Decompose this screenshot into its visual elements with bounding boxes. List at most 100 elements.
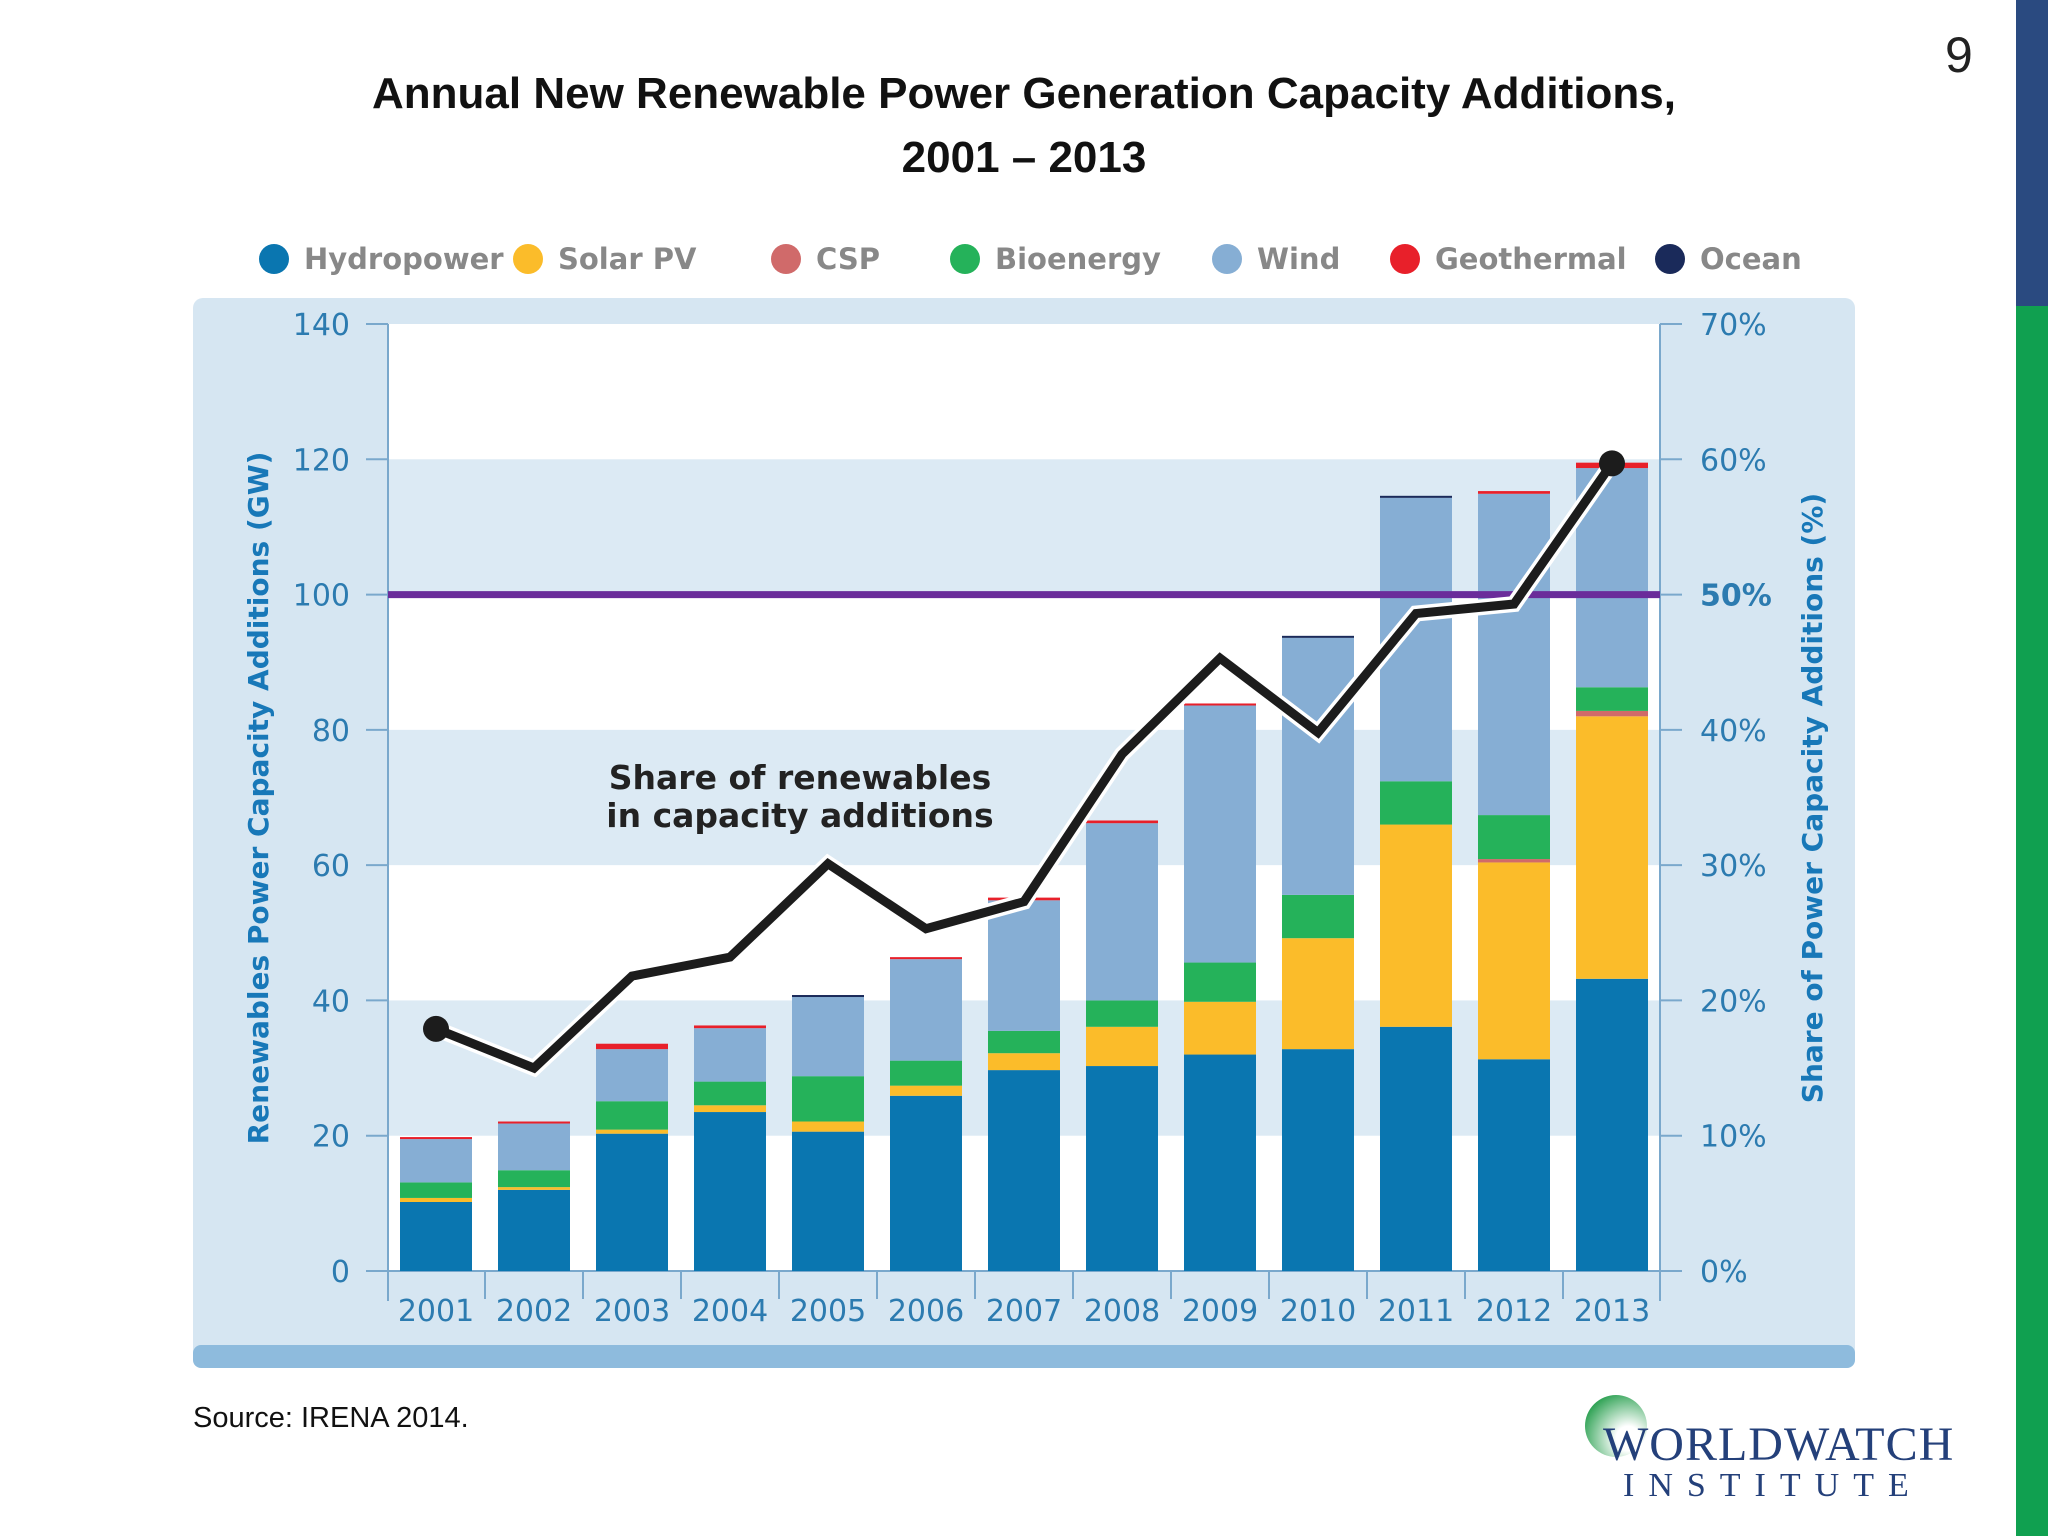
- bar-segment-hydropower: [1478, 1059, 1550, 1271]
- y2-tick-label: 30%: [1700, 849, 1767, 884]
- bar-segment-geothermal: [890, 957, 962, 960]
- bar-segment-hydropower: [498, 1189, 570, 1271]
- share-line-endpoint: [1599, 450, 1625, 477]
- bar-segment-bioenergy: [596, 1101, 668, 1130]
- legend-label: Hydropower: [304, 242, 504, 276]
- y-tick-label: 20: [312, 1120, 350, 1155]
- x-tick-label: 2006: [888, 1294, 964, 1329]
- bar-segment-bioenergy: [1478, 815, 1550, 860]
- bar-segment-solar-pv: [498, 1187, 570, 1190]
- bar-segment-hydropower: [792, 1131, 864, 1271]
- bar-segment-solar-pv: [890, 1085, 962, 1096]
- bar-segment-geothermal: [400, 1137, 472, 1140]
- grid-band: [388, 459, 1660, 595]
- bar-segment-wind: [694, 1028, 766, 1082]
- bar-segment-bioenergy: [1576, 687, 1648, 711]
- bar-segment-solar-pv: [1282, 938, 1354, 1050]
- bar-segment-geothermal: [596, 1043, 668, 1050]
- y-tick-label: 0: [331, 1255, 350, 1290]
- bar-segment-bioenergy: [890, 1060, 962, 1086]
- bar-segment-wind: [1282, 637, 1354, 895]
- y2-tick-label: 50%: [1700, 579, 1772, 614]
- x-tick-label: 2012: [1476, 1294, 1552, 1329]
- annotation-line-2: in capacity additions: [606, 796, 993, 835]
- x-tick-label: 2011: [1378, 1294, 1454, 1329]
- legend-marker: [513, 244, 543, 274]
- bar-segment-hydropower: [1576, 978, 1648, 1271]
- bar-segment-hydropower: [890, 1095, 962, 1271]
- y2-axis-title: Share of Power Capacity Additions (%): [1796, 493, 1829, 1103]
- bar-segment-bioenergy: [988, 1030, 1060, 1054]
- grid-band: [388, 729, 1660, 866]
- bar-segment-solar-pv: [1576, 716, 1648, 979]
- legend-label: CSP: [816, 242, 880, 276]
- y2-tick-label: 40%: [1700, 714, 1767, 749]
- legend-label: Solar PV: [558, 242, 697, 276]
- bar-segment-csp: [1576, 710, 1648, 717]
- bar-segment-solar-pv: [1380, 824, 1452, 1027]
- bar-segment-wind: [792, 997, 864, 1077]
- bar-segment-wind: [890, 959, 962, 1061]
- x-tick-label: 2013: [1574, 1294, 1650, 1329]
- bar-segment-hydropower: [1380, 1026, 1452, 1271]
- legend-label: Geothermal: [1435, 242, 1627, 276]
- annotation-line-1: Share of renewables: [609, 758, 991, 797]
- logo-text-bottom: INSTITUTE: [1623, 1467, 1923, 1504]
- bar-segment-bioenergy: [1380, 781, 1452, 825]
- legend-marker: [259, 244, 289, 274]
- y2-tick-label: 0%: [1700, 1255, 1748, 1290]
- bar-segment-hydropower: [694, 1112, 766, 1271]
- bar-segment-hydropower: [1282, 1049, 1354, 1271]
- bar-segment-bioenergy: [792, 1076, 864, 1122]
- bar-segment-bioenergy: [400, 1182, 472, 1198]
- x-tick-label: 2005: [790, 1294, 866, 1329]
- y-tick-label: 140: [293, 308, 350, 343]
- page-number: 9: [1945, 27, 1973, 83]
- bar-segment-solar-pv: [1184, 1001, 1256, 1055]
- legend-label: Wind: [1257, 242, 1340, 276]
- bar-segment-wind: [1086, 823, 1158, 1001]
- logo-text-top: WORLDWATCH: [1603, 1418, 1955, 1471]
- bar-segment-solar-pv: [1478, 862, 1550, 1060]
- bar-segment-bioenergy: [1086, 1000, 1158, 1027]
- legend-marker: [1390, 244, 1420, 274]
- y-tick-label: 60: [312, 849, 350, 884]
- bar-segment-wind: [1184, 705, 1256, 963]
- y-tick-label: 100: [293, 579, 350, 614]
- legend-label: Ocean: [1700, 242, 1802, 276]
- bar-segment-wind: [596, 1049, 668, 1102]
- legend-label: Bioenergy: [995, 242, 1161, 276]
- bar-segment-hydropower: [400, 1202, 472, 1271]
- slide-title: Annual New Renewable Power Generation Ca…: [200, 62, 1848, 190]
- sidebar-green-bar: [2016, 306, 2048, 1536]
- legend-marker: [771, 244, 801, 274]
- y2-tick-label: 20%: [1700, 984, 1767, 1019]
- bar-segment-wind: [988, 900, 1060, 1031]
- bar-segment-hydropower: [596, 1133, 668, 1271]
- bar-segment-ocean: [1380, 495, 1452, 498]
- bar-segment-solar-pv: [988, 1053, 1060, 1071]
- bar-segment-hydropower: [988, 1070, 1060, 1271]
- bar-segment-geothermal: [498, 1121, 570, 1124]
- y-tick-label: 120: [293, 443, 350, 478]
- bar-segment-hydropower: [1086, 1066, 1158, 1271]
- bar-segment-wind: [1478, 493, 1550, 816]
- y2-tick-label: 60%: [1700, 443, 1767, 478]
- source-note: Source: IRENA 2014.: [193, 1402, 469, 1434]
- worldwatch-logo: WORLDWATCH INSTITUTE: [1585, 1395, 1953, 1515]
- x-tick-label: 2007: [986, 1294, 1062, 1329]
- bar-segment-csp: [1478, 859, 1550, 863]
- bar-segment-solar-pv: [400, 1197, 472, 1203]
- x-tick-label: 2004: [692, 1294, 768, 1329]
- x-tick-label: 2008: [1084, 1294, 1160, 1329]
- x-tick-label: 2003: [594, 1294, 670, 1329]
- y-tick-label: 80: [312, 714, 350, 749]
- bar-segment-bioenergy: [694, 1081, 766, 1106]
- bar-segment-geothermal: [1478, 491, 1550, 494]
- title-line-2: 2001 – 2013: [901, 133, 1147, 182]
- share-line-endpoint: [423, 1015, 449, 1042]
- globe-icon: [1585, 1395, 1647, 1457]
- bar-segment-ocean: [792, 995, 864, 998]
- y2-tick-label: 10%: [1700, 1120, 1767, 1155]
